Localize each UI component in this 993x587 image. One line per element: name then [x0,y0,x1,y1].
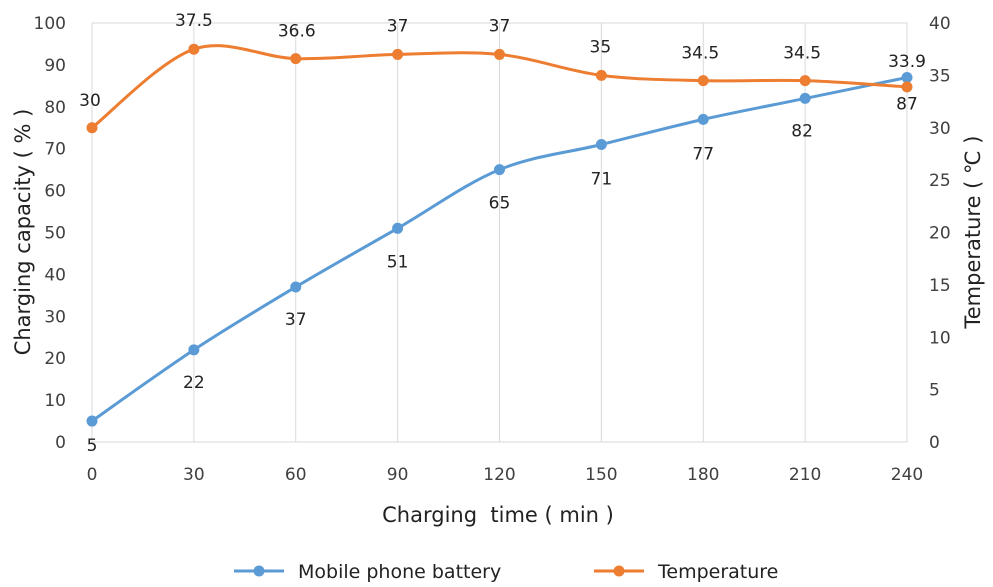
legend-label-battery: Mobile phone battery [298,561,501,583]
data-label-temperature: 36.6 [278,22,316,42]
y2-tick-label: 30 [929,119,951,139]
data-point-battery [901,71,913,83]
data-point-temperature [595,69,607,81]
x-tick-label: 120 [483,465,515,485]
legend-label-temperature: Temperature [657,561,778,583]
y2-tick-label: 35 [929,66,951,86]
x-axis-title: Charging time ( min ) [382,503,614,527]
y-tick-label: 60 [44,182,66,202]
data-point-battery [188,344,200,356]
x-tick-label: 90 [387,465,409,485]
y2-tick-label: 0 [929,433,940,453]
y-tick-label: 80 [44,98,66,118]
axes: 0 30 60 90 120 150 180 210 240010203040506070809… [34,14,951,485]
y2-tick-label: 5 [929,381,940,401]
data-point-battery [494,164,505,176]
data-point-temperature [901,81,913,93]
y-tick-label: 90 [44,56,66,76]
y2-tick-label: 10 [929,328,951,348]
data-label-temperature: 37 [387,16,409,36]
x-tick-label: 150 [585,465,617,485]
data-point-battery [392,222,404,234]
y2-tick-label: 20 [929,224,951,244]
y-tick-label: 70 [44,140,66,160]
x-tick-label: 0 [87,465,98,485]
y-tick-label: 10 [44,391,66,411]
data-point-battery [595,139,607,151]
x-tick-label: 30 [183,465,205,485]
data-point-temperature [697,75,709,87]
data-label-battery: 82 [791,121,813,141]
y-tick-label: 40 [44,265,66,285]
data-label-temperature: 30 [79,91,101,111]
legend-item-temperature: Temperature [594,561,778,583]
data-point-temperature [799,75,811,87]
y-tick-label: 100 [34,14,66,34]
data-point-battery [86,415,98,427]
data-label-battery: 71 [591,170,613,190]
data-label-temperature: 34.5 [681,44,719,64]
y2-tick-label: 25 [929,171,951,191]
data-label-temperature: 37.5 [175,11,213,31]
data-label-battery: 51 [387,252,409,272]
series [86,43,913,427]
data-label-temperature: 35 [590,37,612,57]
data-label-battery: 37 [285,310,307,330]
data-point-battery [799,92,811,104]
y-tick-label: 0 [55,433,66,453]
legend: Mobile phone battery Temperature [234,561,778,583]
data-point-battery [697,113,709,125]
data-point-temperature [188,43,200,55]
data-point-temperature [86,122,98,134]
data-label-battery: 65 [489,194,511,214]
y-tick-label: 50 [44,224,66,244]
x-tick-label: 210 [789,465,821,485]
data-label-battery: 87 [896,94,918,114]
data-label-battery: 77 [692,144,714,164]
data-label-temperature: 33.9 [888,52,926,72]
y2-axis-title: Temperature ( ℃ ) [961,135,985,329]
x-tick-label: 60 [285,465,307,485]
gridlines [91,22,908,443]
y-tick-label: 20 [44,349,66,369]
y2-tick-label: 15 [929,276,951,296]
data-label-temperature: 37 [489,16,511,36]
data-point-temperature [494,48,505,60]
y-tick-label: 30 [44,307,66,327]
legend-item-battery: Mobile phone battery [234,561,501,583]
data-label-temperature: 34.5 [783,44,821,64]
x-tick-label: 240 [891,465,923,485]
y2-tick-label: 40 [929,14,951,34]
y-axis-title: Charging capacity ( % ) [11,109,35,356]
x-tick-label: 180 [687,465,719,485]
data-labels: 5 22 37 51 65 71 77 82 87 30 37.5 36.6 37 37 35 34.5 34.… [79,11,926,456]
data-point-temperature [290,53,302,65]
data-point-temperature [392,48,404,60]
data-label-battery: 5 [87,436,98,456]
data-point-battery [290,281,302,293]
data-label-battery: 22 [183,373,205,393]
